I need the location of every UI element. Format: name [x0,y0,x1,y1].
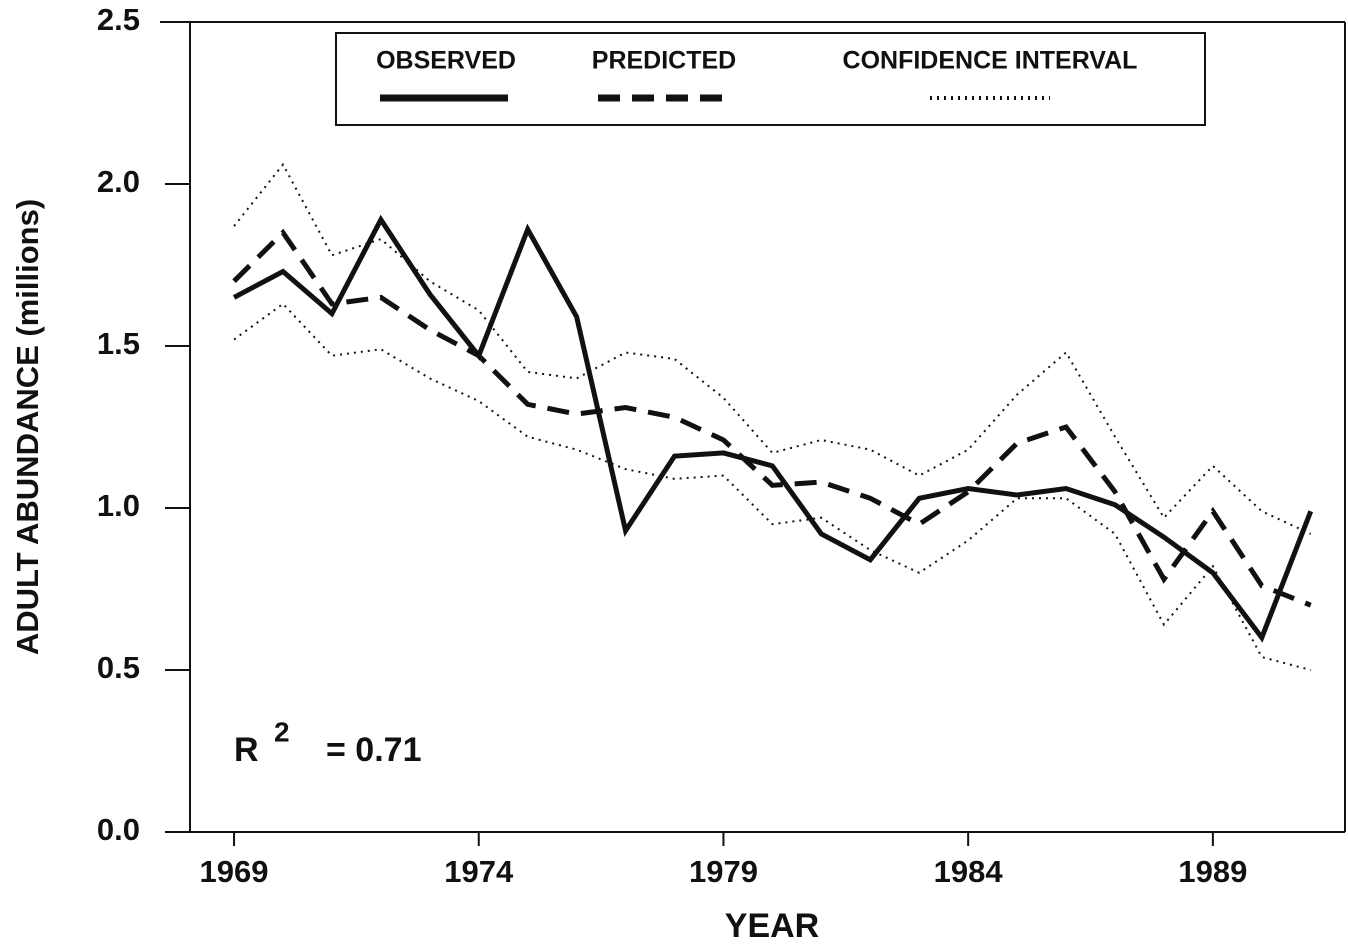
y-tick-label: 0.5 [97,650,140,685]
y-tick-label: 2.5 [97,2,140,37]
line-dashed [232,228,1312,608]
x-tick-label: 1984 [934,854,1004,889]
y-tick-label: 2.0 [97,164,140,199]
y-tick-label: 1.0 [97,488,140,523]
annotation: R [234,731,259,769]
x-tick-label: 1974 [444,854,514,889]
legend-label: PREDICTED [592,47,736,75]
annotation-value: = 0.71 [326,731,421,769]
annotation-superscript: 2 [274,716,290,747]
legend-box [335,32,1206,126]
line-dotted [233,302,1311,671]
legend-label: OBSERVED [376,47,516,75]
y-tick-label: 1.5 [97,326,140,361]
line-solid [232,214,1314,643]
line-dotted [233,162,1312,535]
y-tick-label: 0.0 [97,812,140,847]
legend-label: CONFIDENCE INTERVAL [843,47,1138,75]
y-axis-label: ADULT ABUNDANCE (millions) [10,199,45,655]
x-tick-label: 1989 [1178,854,1247,889]
x-axis-label: YEAR [725,907,819,945]
x-tick-label: 1979 [689,854,758,889]
x-tick-label: 1969 [200,854,269,889]
